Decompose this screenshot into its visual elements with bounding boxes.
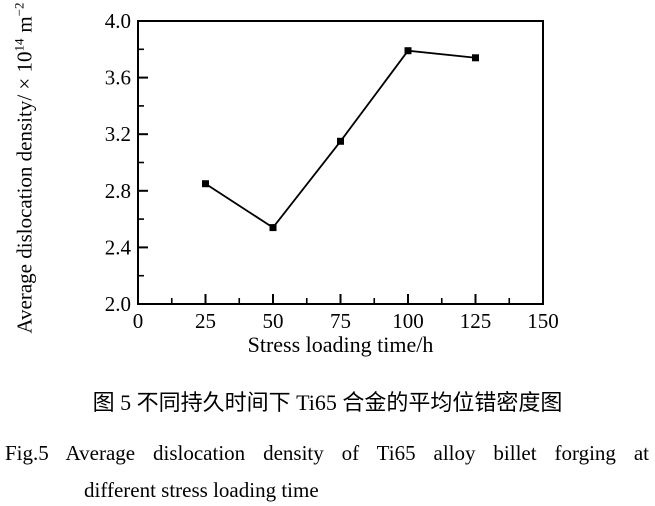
y-tick-label: 2.8 [105, 179, 131, 203]
data-point-marker [202, 180, 209, 188]
y-axis-label-exponent: 14 [11, 38, 27, 52]
y-tick-label: 3.2 [105, 122, 131, 146]
y-tick-label: 3.6 [105, 66, 131, 90]
figure-number-label: Fig.5 [5, 441, 49, 465]
dislocation-density-chart: 0 25 50 75 100 125 150 2.0 2.4 2.8 3.2 3.6 4.0 Stress… [105, 9, 559, 357]
caption-english-line2: different stress loading time [84, 478, 319, 503]
caption-english-line1: Fig.5 Average dislocation density of Ti6… [5, 441, 649, 466]
y-axis-label-base: Average dislocation density/ × 10 [12, 51, 37, 334]
x-axis-label: Stress loading time/h [248, 332, 434, 357]
y-axis-label-unit-exponent: −2 [11, 2, 27, 17]
data-point-marker [472, 54, 479, 62]
y-axis-label-unit: m [12, 16, 37, 33]
y-tick-label: 2.4 [105, 235, 132, 259]
x-tick-label: 75 [330, 309, 351, 333]
data-point-marker [404, 47, 412, 55]
plot-frame [137, 20, 544, 305]
y-tick-label: 2.0 [105, 292, 131, 316]
x-tick-label: 150 [527, 309, 559, 333]
data-point-marker [337, 137, 344, 145]
y-tick-label: 4.0 [105, 9, 131, 33]
caption-chinese: 图 5 不同持久时间下 Ti65 合金的平均位错密度图 [92, 390, 563, 415]
y-axis-label: Average dislocation density/ × 1014 m−2 [11, 2, 37, 334]
x-tick-label: 100 [392, 309, 424, 333]
caption-english: Fig.5 Average dislocation density of Ti6… [5, 441, 649, 503]
x-tick-label: 125 [460, 309, 492, 333]
caption-english-line1-text: Average dislocation density of Ti65 allo… [65, 441, 649, 465]
x-tick-label: 0 [133, 309, 144, 333]
data-point-marker [269, 224, 277, 232]
x-tick-label: 25 [195, 309, 216, 333]
x-tick-label: 50 [263, 309, 284, 333]
